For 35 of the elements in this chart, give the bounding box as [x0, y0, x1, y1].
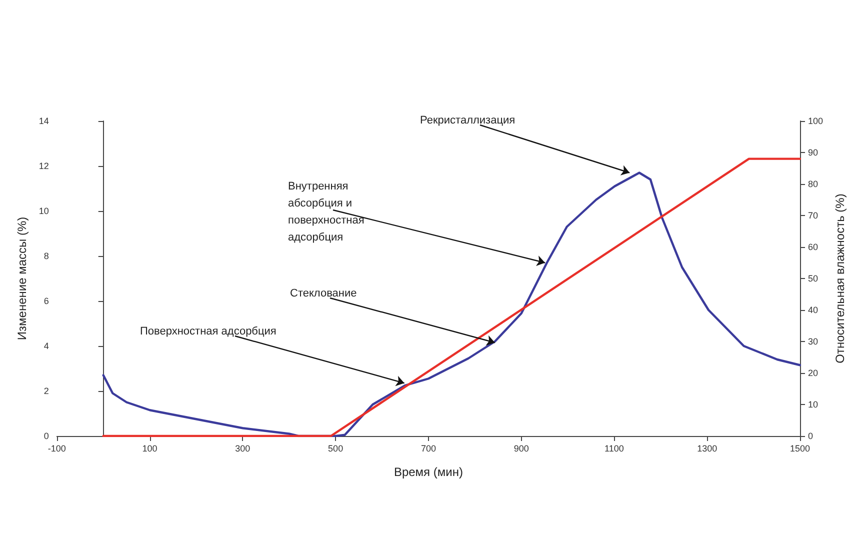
y2-tick-label: 30 [808, 336, 818, 346]
annotation: Поверхностная адсорбция [140, 326, 276, 338]
x-tick-label: 700 [420, 444, 436, 454]
y2-tick-label: 20 [808, 368, 818, 378]
y-tick-label: 4 [44, 341, 49, 351]
y2-tick-label: 70 [808, 210, 818, 220]
x-tick-label: 1500 [790, 444, 810, 454]
y2-tick-label: 50 [808, 274, 818, 284]
annotation: Внутренняя абсорбция и поверхностная адсорбция [288, 180, 368, 244]
y2-tick-label: 90 [808, 148, 818, 158]
annotation: Рекристаллизация [420, 114, 516, 126]
y-tick-label: 8 [44, 251, 49, 261]
y-axis-title: Изменение массы (%) [15, 216, 29, 340]
y-tick-label: 14 [38, 116, 49, 126]
x-tick-label: 1100 [604, 444, 624, 454]
x-tick-label: 500 [328, 444, 344, 454]
y-tick-label: 12 [38, 161, 49, 171]
x-tick-label: 1300 [697, 444, 718, 454]
x-tick-label: 900 [514, 444, 529, 454]
x-tick-label: 300 [235, 444, 250, 454]
x-tick-label: -100 [48, 444, 66, 454]
x-axis-title: Время (мин) [394, 465, 463, 479]
y-tick-label: 0 [44, 431, 49, 441]
y2-tick-label: 40 [808, 305, 818, 315]
y2-tick-label: 0 [808, 431, 814, 441]
annotation: Стеклование [290, 288, 357, 300]
y2-tick-label: 60 [808, 242, 818, 252]
y-tick-label: 6 [44, 296, 49, 306]
y2-tick-label: 80 [808, 179, 818, 189]
y-tick-label: 2 [44, 386, 49, 396]
y2-tick-label: 100 [808, 116, 824, 126]
x-tick-label: 100 [142, 444, 158, 454]
y2-axis-title: Относительная влажность (%) [832, 194, 847, 364]
y2-tick-label: 10 [808, 400, 818, 410]
y-tick-label: 10 [38, 206, 49, 216]
